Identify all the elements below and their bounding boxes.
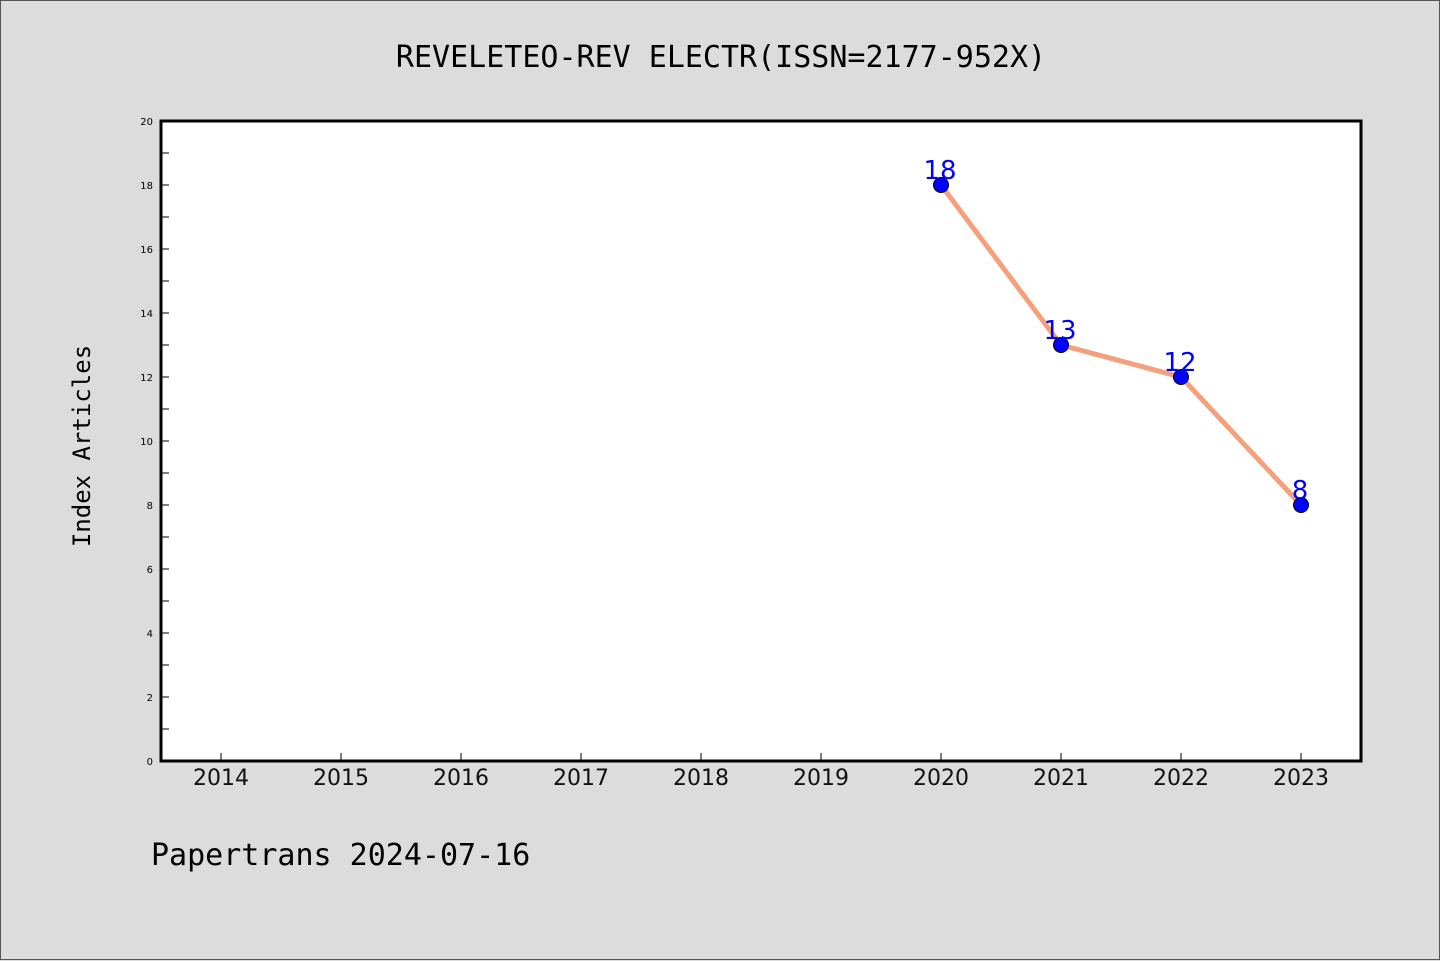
chart-title: REVELETEO-REV ELECTR(ISSN=2177-952X) <box>396 40 1046 75</box>
x-axis: 2014 2015 2016 2017 2018 2019 2020 2021 2022 2023 <box>193 753 1329 791</box>
data-point <box>1053 337 1069 353</box>
x-tick-label: 2023 <box>1273 766 1329 791</box>
x-tick-label: 2022 <box>1153 766 1209 791</box>
y-tick-label: 2 <box>147 693 153 704</box>
y-tick-label: 16 <box>140 245 153 256</box>
x-tick-label: 2020 <box>913 766 969 791</box>
x-tick-label: 2021 <box>1033 766 1089 791</box>
x-tick-label: 2019 <box>793 766 849 791</box>
data-label: 13 <box>1043 316 1076 346</box>
series-polyline <box>939 183 1303 507</box>
series-line: 18 13 12 8 <box>923 156 1309 513</box>
data-point <box>1293 497 1309 513</box>
y-tick-label: 18 <box>140 181 153 192</box>
x-tick-label: 2014 <box>193 766 249 791</box>
plot-area <box>159 119 1363 763</box>
y-tick-label: 12 <box>140 373 153 384</box>
x-tick-label: 2018 <box>673 766 729 791</box>
y-tick-label: 6 <box>147 565 153 576</box>
data-point <box>1173 369 1189 385</box>
footer-credit: Papertrans 2024-07-16 <box>151 838 530 873</box>
y-tick-label: 20 <box>140 117 153 128</box>
data-label: 18 <box>923 156 956 186</box>
y-tick-label: 0 <box>147 757 153 768</box>
y-tick-label: 14 <box>140 309 153 320</box>
data-label: 8 <box>1292 476 1309 506</box>
x-tick-label: 2015 <box>313 766 369 791</box>
x-tick-label: 2016 <box>433 766 489 791</box>
y-tick-label: 4 <box>147 629 153 640</box>
x-tick-label: 2017 <box>553 766 609 791</box>
data-label: 12 <box>1163 348 1196 378</box>
y-axis-label: Index Articles <box>68 345 96 547</box>
y-tick-label: 8 <box>147 501 153 512</box>
y-tick-label: 10 <box>140 437 153 448</box>
data-point <box>933 177 949 193</box>
y-axis: 0 2 4 6 8 10 12 14 16 18 20 <box>140 117 169 768</box>
